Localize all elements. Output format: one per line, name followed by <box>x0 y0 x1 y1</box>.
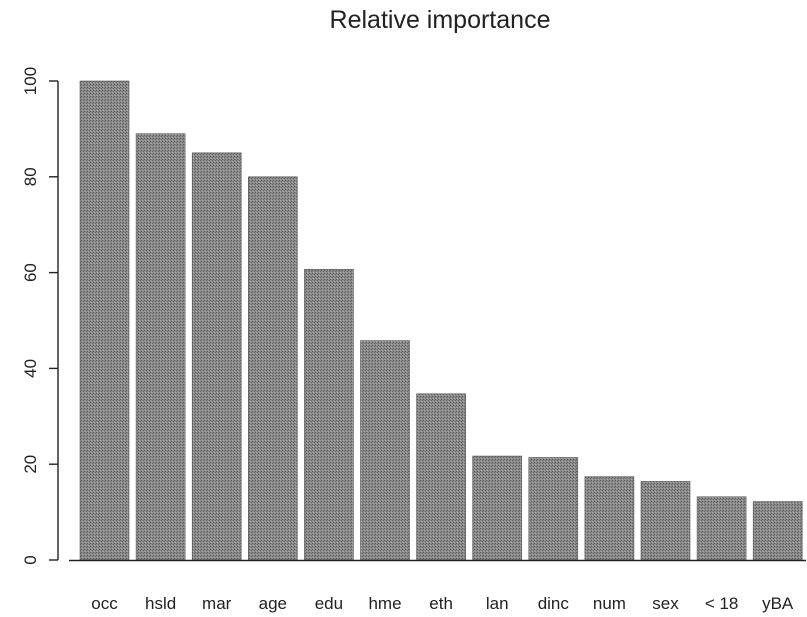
bar-yBA <box>752 501 803 561</box>
y-tick-label: 40 <box>21 359 40 378</box>
y-axis: 0 20 40 60 80 100 <box>21 67 59 565</box>
bar-age <box>248 176 298 561</box>
bar-dinc <box>528 457 579 561</box>
bar-series <box>79 80 803 561</box>
chart-title: Relative importance <box>330 6 551 34</box>
bar-18 <box>696 496 747 561</box>
x-tick-label: num <box>593 594 626 613</box>
y-tick-label: 0 <box>21 555 40 564</box>
bar-mar <box>191 152 242 561</box>
bar-lan <box>472 455 523 561</box>
y-tick-label: 100 <box>21 67 40 95</box>
bar-sex <box>640 481 691 561</box>
y-tick-label: 80 <box>21 167 40 186</box>
x-tick-label: < 18 <box>705 594 739 613</box>
x-tick-label: eth <box>429 594 453 613</box>
x-tick-label: hsld <box>145 594 176 613</box>
x-tick-label: dinc <box>538 594 570 613</box>
bar-occ <box>79 80 130 561</box>
x-tick-label: yBA <box>762 594 794 613</box>
bar-hme <box>360 340 410 561</box>
bar-hsld <box>135 133 186 561</box>
bar-edu <box>304 268 354 561</box>
x-tick-label: occ <box>91 594 118 613</box>
x-tick-label: mar <box>202 594 232 613</box>
x-tick-label: lan <box>486 594 509 613</box>
bar-eth <box>416 393 466 561</box>
x-axis-labels: occ hsld mar age edu hme eth lan dinc num sex < 18 y… <box>91 594 794 613</box>
y-tick-label: 20 <box>21 455 40 474</box>
x-tick-label: age <box>259 594 287 613</box>
x-tick-label: sex <box>652 594 679 613</box>
x-tick-label: edu <box>315 594 343 613</box>
y-tick-label: 60 <box>21 263 40 282</box>
bar-num <box>584 476 635 561</box>
x-tick-label: hme <box>368 594 401 613</box>
